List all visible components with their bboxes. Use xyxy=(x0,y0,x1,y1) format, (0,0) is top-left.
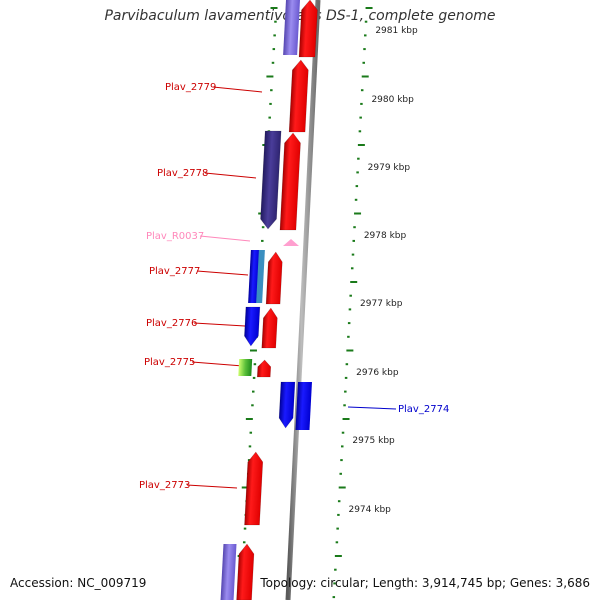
forward-gene-arrow xyxy=(236,543,255,600)
scale-label: 2975 kbp xyxy=(352,436,395,446)
gene-label: Plav_2778 xyxy=(157,168,208,179)
genome-backbone xyxy=(285,0,321,600)
scale-label: 2980 kbp xyxy=(371,95,414,105)
reverse-gene-arrow xyxy=(244,306,261,347)
reverse-gene-arrow xyxy=(278,381,296,429)
scale-label: 2978 kbp xyxy=(364,231,407,241)
gene-label: Plav_2774 xyxy=(398,404,449,415)
reverse-gene-arrow xyxy=(256,250,265,303)
genome-stats-label: Topology: circular; Length: 3,914,745 bp… xyxy=(260,576,590,590)
forward-gene-arrow xyxy=(244,451,264,526)
gene-label: Plav_2779 xyxy=(165,82,216,93)
gene-leader-line xyxy=(196,270,249,276)
rna-gene-arrow xyxy=(283,239,299,246)
forward-gene-arrow xyxy=(279,132,301,231)
gene-features xyxy=(220,0,321,600)
genome-title: Parvibaculum lavamentivorans DS-1, compl… xyxy=(104,8,496,24)
gene-leader-lines xyxy=(186,86,397,489)
gene-label: Plav_2773 xyxy=(139,480,190,491)
other-gene-arrow xyxy=(238,359,253,376)
gene-label: Plav_R0037 xyxy=(146,231,204,242)
scale-labels: 2981 kbp 2980 kbp 2979 kbp 2978 kbp 2977 kbp… xyxy=(348,26,418,515)
forward-gene-arrow xyxy=(288,59,309,133)
gene-leader-line xyxy=(212,86,263,93)
gene-leader-line xyxy=(347,406,397,410)
reverse-gene-arrow xyxy=(220,544,237,600)
gene-label: Plav_2776 xyxy=(146,318,197,329)
gene-leader-line xyxy=(199,235,251,242)
scale-label: 2976 kbp xyxy=(356,368,399,378)
reverse-gene-arrow xyxy=(295,382,312,430)
gene-leader-line xyxy=(191,361,244,367)
forward-gene-arrow xyxy=(265,251,283,305)
gene-leader-line xyxy=(186,484,238,489)
reverse-gene-arrow xyxy=(260,130,282,230)
forward-gene-arrow xyxy=(261,307,278,349)
scale-label: 2977 kbp xyxy=(360,299,403,309)
scale-label: 2979 kbp xyxy=(368,163,411,173)
scale-label: 2981 kbp xyxy=(375,26,418,36)
scale-label: 2974 kbp xyxy=(348,505,391,515)
gene-label: Plav_2777 xyxy=(149,266,200,277)
forward-gene-arrow xyxy=(256,359,272,378)
accession-label: Accession: NC_009719 xyxy=(10,576,147,590)
forward-gene-arrow xyxy=(298,0,318,58)
gene-leader-line xyxy=(193,322,246,327)
gene-label: Plav_2775 xyxy=(144,357,195,368)
gene-leader-line xyxy=(204,172,257,179)
reverse-gene-arrow xyxy=(283,0,300,55)
gene-labels: Plav_2779 Plav_2778 Plav_R0037 Plav_2777 Pla… xyxy=(139,82,449,491)
